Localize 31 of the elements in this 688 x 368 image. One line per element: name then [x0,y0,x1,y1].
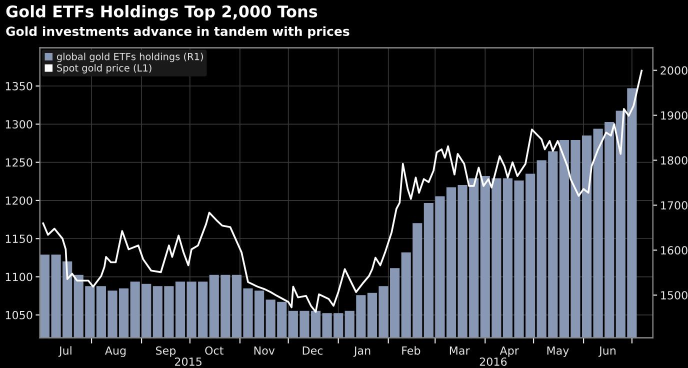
x-tick-label: Oct [205,346,224,355]
x-tick-label: Jun [598,346,616,357]
y-tick-label: 1200 [6,196,32,205]
y2-tick-label: 1600 [661,246,688,255]
chart-title: Gold ETFs Holdings Top 2,000 Tons [6,5,318,21]
x-tick-label: Apr [500,346,519,357]
x-tick-label: Mar [450,346,470,355]
x-tick-label: Dec [302,346,323,355]
annotation: 2016 [480,357,507,366]
x-tick-label: Feb [402,346,420,355]
y-tick-label: 1150 [6,234,32,243]
y-tick-label: 1350 [6,82,32,90]
y-tick-label: 1250 [6,158,32,167]
x-tick-label: May [547,346,569,357]
x-tick-label: Jul [58,346,72,357]
y2-tick-label: 1900 [661,111,688,120]
x-tick-label: Sep [156,346,176,357]
legend-label: global gold ETFs holdings (R1) [56,52,203,62]
y-tick-label: 1100 [6,272,32,282]
y2-tick-label: 1500 [661,291,688,300]
y2-tick-label: 1800 [661,156,688,165]
y-tick-label: 1050 [6,310,32,320]
legend-label: Spot gold price (L1) [57,64,152,74]
chart-subtitle: Gold investments advance in tandem with prices [6,26,350,38]
y2-tick-label: 1700 [661,201,688,210]
x-tick-label: Nov [254,346,275,355]
x-tick-label: Aug [104,346,126,357]
y2-tick-label: 2000 [660,66,688,75]
annotation: 2015 [174,357,202,366]
y-tick-label: 1300 [6,120,32,129]
x-tick-label: Jan [353,346,370,357]
